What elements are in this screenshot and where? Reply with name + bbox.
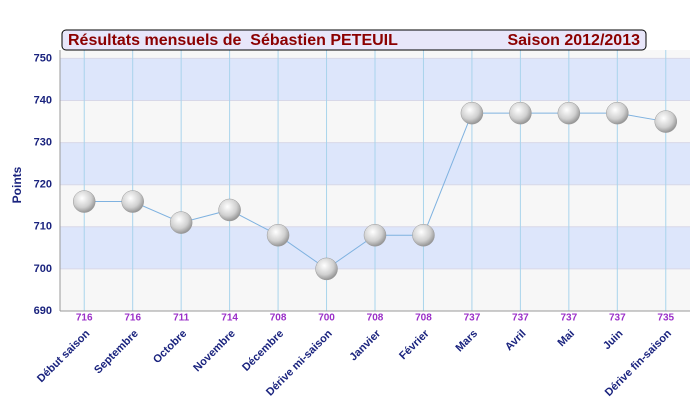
value-label: 737 xyxy=(609,313,626,324)
x-tick-label: Décembre xyxy=(240,328,286,374)
title-box xyxy=(61,29,647,51)
point-marker xyxy=(412,223,435,247)
value-label: 708 xyxy=(415,313,432,324)
value-label: 737 xyxy=(512,313,529,324)
value-label: 737 xyxy=(561,313,578,324)
y-axis-label: Points xyxy=(10,166,24,203)
point-marker xyxy=(121,190,144,213)
point-marker xyxy=(606,101,629,125)
y-tick-label: 690 xyxy=(34,305,52,317)
x-tick-label: Juin xyxy=(601,328,626,353)
chart-subtitle: Saison 2012/2013 xyxy=(507,32,640,49)
y-tick-label: 710 xyxy=(34,221,52,233)
value-label: 700 xyxy=(318,313,335,324)
point-marker xyxy=(509,101,532,125)
value-label: 714 xyxy=(221,313,238,324)
value-label: 737 xyxy=(464,313,481,324)
point-marker xyxy=(654,110,678,133)
y-tick-label: 720 xyxy=(34,179,52,191)
point-marker xyxy=(557,101,581,125)
point-marker xyxy=(363,223,387,247)
point-marker xyxy=(218,198,241,222)
value-label: 735 xyxy=(657,313,674,324)
point-marker xyxy=(266,223,290,247)
value-label: 716 xyxy=(76,313,93,324)
y-tick-label: 730 xyxy=(34,137,52,149)
x-tick-label: Avril xyxy=(503,328,528,353)
value-label: 711 xyxy=(173,313,190,324)
point-marker xyxy=(169,211,193,234)
x-tick-label: Janvier xyxy=(347,327,383,363)
value-label: 708 xyxy=(367,313,384,324)
x-tick-label: Septembre xyxy=(92,328,141,377)
chart-title: Résultats mensuels de Sébastien PETEUIL xyxy=(68,32,398,49)
y-tick-label: 740 xyxy=(34,94,52,106)
x-tick-label: Début saison xyxy=(35,328,93,386)
value-label: 708 xyxy=(270,313,287,324)
point-marker xyxy=(315,257,338,281)
y-tick-label: 750 xyxy=(34,52,52,64)
point-marker xyxy=(460,101,484,125)
x-tick-label: Mai xyxy=(556,328,577,349)
point-marker xyxy=(72,190,96,213)
x-tick-label: Octobre xyxy=(151,328,189,366)
x-tick-label: Février xyxy=(397,327,432,362)
y-tick-label: 700 xyxy=(34,263,52,275)
x-tick-label: Mars xyxy=(453,328,480,355)
x-tick-label: Novembre xyxy=(191,328,238,375)
value-label: 716 xyxy=(124,313,141,324)
